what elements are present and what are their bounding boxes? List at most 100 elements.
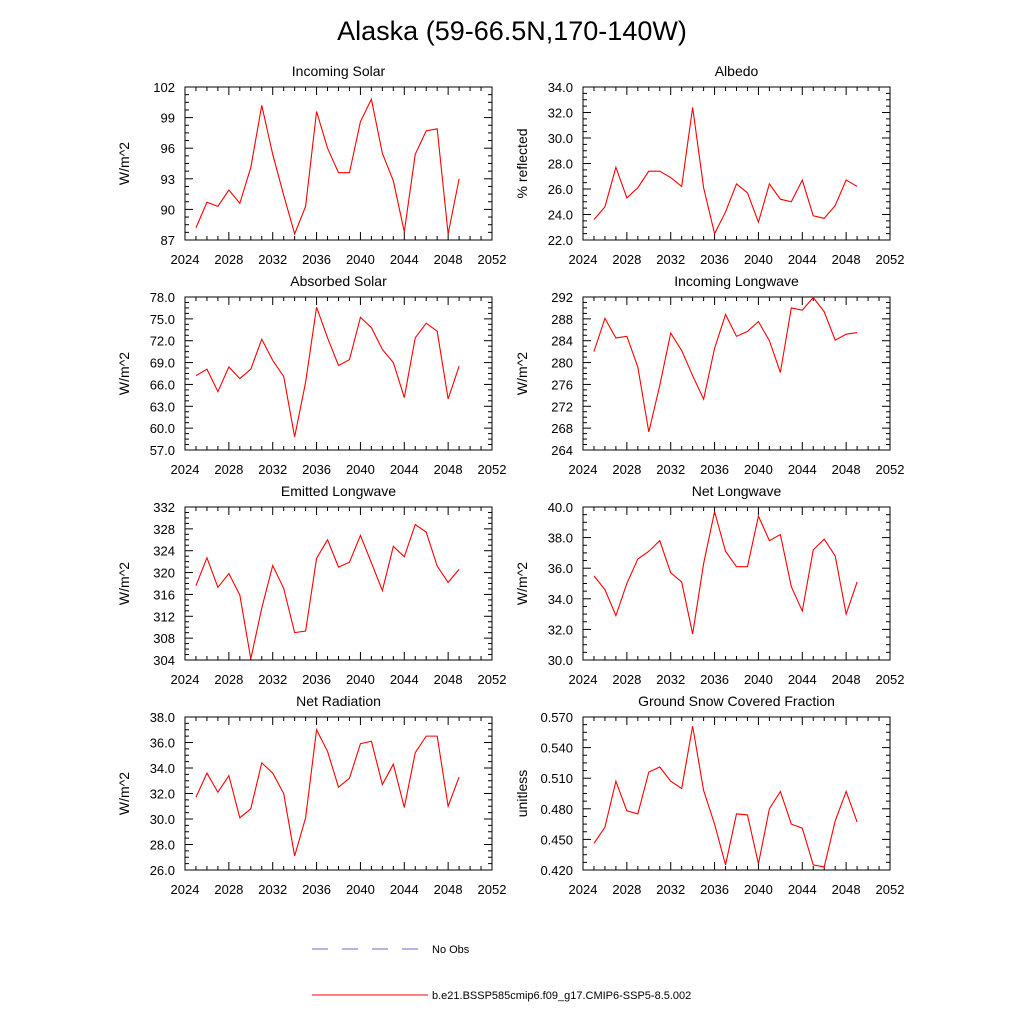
y-tick-label: 32.0 — [548, 622, 573, 637]
y-tick-label: 320 — [153, 566, 175, 581]
x-tick-label: 2032 — [656, 252, 685, 267]
x-tick-label: 2052 — [478, 462, 507, 477]
x-tick-label: 2036 — [700, 462, 729, 477]
y-tick-label: 40.0 — [548, 500, 573, 515]
plot-frame — [184, 296, 493, 451]
y-tick-label: 0.570 — [540, 710, 573, 725]
panel-ground-snow-covered-fraction: Ground Snow Covered Fraction 2024 2028 2032… — [514, 693, 904, 897]
x-tick-label: 2032 — [258, 252, 287, 267]
y-tick-label: 0.510 — [540, 771, 573, 786]
y-tick-label: 0.540 — [540, 741, 573, 756]
legend-label-no-obs: No Obs — [432, 944, 470, 956]
plot-frame — [184, 506, 493, 661]
x-tick-label: 2036 — [700, 252, 729, 267]
x-tick-label: 2052 — [876, 252, 905, 267]
x-tick-label: 2040 — [744, 462, 773, 477]
y-tick-label: 60.0 — [150, 421, 175, 436]
x-tick-label: 2040 — [346, 252, 375, 267]
x-tick-label: 2024 — [569, 462, 598, 477]
x-tick-label: 2040 — [744, 672, 773, 687]
x-tick-label: 2028 — [214, 882, 243, 897]
x-tick-label: 2032 — [258, 882, 287, 897]
x-tick-label: 2048 — [832, 882, 861, 897]
panel-title: Net Longwave — [692, 483, 782, 499]
legend-label-model: b.e21.BSSP585cmip6.f09_g17.CMIP6-SSP5-8.… — [432, 990, 691, 1002]
series-line-net-radiation — [195, 727, 460, 857]
y-tick-label: 288 — [551, 312, 573, 327]
x-tick-label: 2032 — [656, 462, 685, 477]
y-tick-label: 38.0 — [548, 531, 573, 546]
y-axis-label: W/m^2 — [116, 352, 132, 395]
x-tick-label: 2032 — [656, 672, 685, 687]
y-tick-label: 38.0 — [150, 710, 175, 725]
panel-title: Ground Snow Covered Fraction — [638, 693, 835, 709]
y-tick-label: 0.420 — [540, 863, 573, 878]
x-tick-label: 2044 — [390, 672, 419, 687]
x-tick-label: 2040 — [346, 672, 375, 687]
y-tick-label: 30.0 — [150, 812, 175, 827]
y-tick-label: 304 — [153, 653, 175, 668]
panel-incoming-longwave: Incoming Longwave 2024 2028 2032 2036 2040 204… — [514, 273, 904, 477]
x-tick-label: 2052 — [478, 252, 507, 267]
x-tick-label: 2048 — [434, 672, 463, 687]
panel-albedo: Albedo 2024 2028 2032 2036 2040 2044 2048 2052 22… — [514, 63, 904, 267]
figure-title: Alaska (59-66.5N,170-140W) — [337, 16, 687, 46]
x-tick-label: 2036 — [700, 882, 729, 897]
y-axis-label: W/m^2 — [514, 562, 530, 605]
x-tick-label: 2048 — [832, 672, 861, 687]
y-tick-label: 102 — [153, 80, 175, 95]
y-tick-label: 312 — [153, 609, 175, 624]
y-axis-label: W/m^2 — [514, 352, 530, 395]
y-tick-label: 87 — [161, 233, 175, 248]
panel-title: Absorbed Solar — [290, 273, 387, 289]
x-tick-label: 2024 — [171, 462, 200, 477]
y-tick-label: 272 — [551, 399, 573, 414]
y-tick-label: 316 — [153, 587, 175, 602]
y-tick-label: 96 — [161, 141, 175, 156]
y-tick-label: 32.0 — [548, 106, 573, 121]
x-tick-label: 2052 — [876, 462, 905, 477]
y-tick-label: 34.0 — [548, 592, 573, 607]
x-tick-label: 2028 — [214, 462, 243, 477]
x-tick-label: 2048 — [832, 462, 861, 477]
panel-emitted-longwave: Emitted Longwave 2024 2028 2032 2036 2040 2044… — [116, 483, 506, 687]
x-tick-label: 2032 — [656, 882, 685, 897]
panel-title: Net Radiation — [296, 693, 381, 709]
panel-incoming-solar: Incoming Solar 2024 2028 2032 2036 2040 2044 20… — [116, 63, 506, 267]
x-tick-label: 2024 — [569, 882, 598, 897]
panel-title: Albedo — [715, 63, 759, 79]
panel-title: Incoming Solar — [292, 63, 386, 79]
x-tick-label: 2048 — [832, 252, 861, 267]
y-tick-label: 328 — [153, 522, 175, 537]
y-tick-label: 28.0 — [150, 838, 175, 853]
x-tick-label: 2040 — [744, 882, 773, 897]
x-tick-label: 2028 — [612, 672, 641, 687]
x-tick-label: 2036 — [302, 462, 331, 477]
y-tick-label: 26.0 — [150, 863, 175, 878]
y-axis-label: W/m^2 — [116, 772, 132, 815]
x-tick-label: 2052 — [876, 882, 905, 897]
y-tick-label: 0.480 — [540, 802, 573, 817]
x-tick-label: 2036 — [302, 882, 331, 897]
x-tick-label: 2044 — [390, 882, 419, 897]
x-tick-label: 2028 — [612, 462, 641, 477]
legend: No Obs b.e21.BSSP585cmip6.f09_g17.CMIP6-… — [312, 944, 691, 1002]
y-tick-label: 72.0 — [150, 334, 175, 349]
y-tick-label: 268 — [551, 421, 573, 436]
y-tick-label: 34.0 — [150, 761, 175, 776]
x-tick-label: 2044 — [788, 462, 817, 477]
x-tick-label: 2040 — [346, 882, 375, 897]
plot-frame — [582, 506, 891, 661]
plot-frame — [582, 86, 891, 241]
y-tick-label: 69.0 — [150, 356, 175, 371]
series-line-emitted-longwave — [195, 523, 460, 660]
series-line-incoming-longwave — [593, 296, 858, 433]
y-tick-label: 276 — [551, 377, 573, 392]
x-tick-label: 2044 — [788, 672, 817, 687]
y-tick-label: 66.0 — [150, 377, 175, 392]
x-tick-label: 2044 — [390, 462, 419, 477]
x-tick-label: 2024 — [171, 252, 200, 267]
series-line-incoming-solar — [195, 97, 460, 236]
y-tick-label: 284 — [551, 334, 573, 349]
